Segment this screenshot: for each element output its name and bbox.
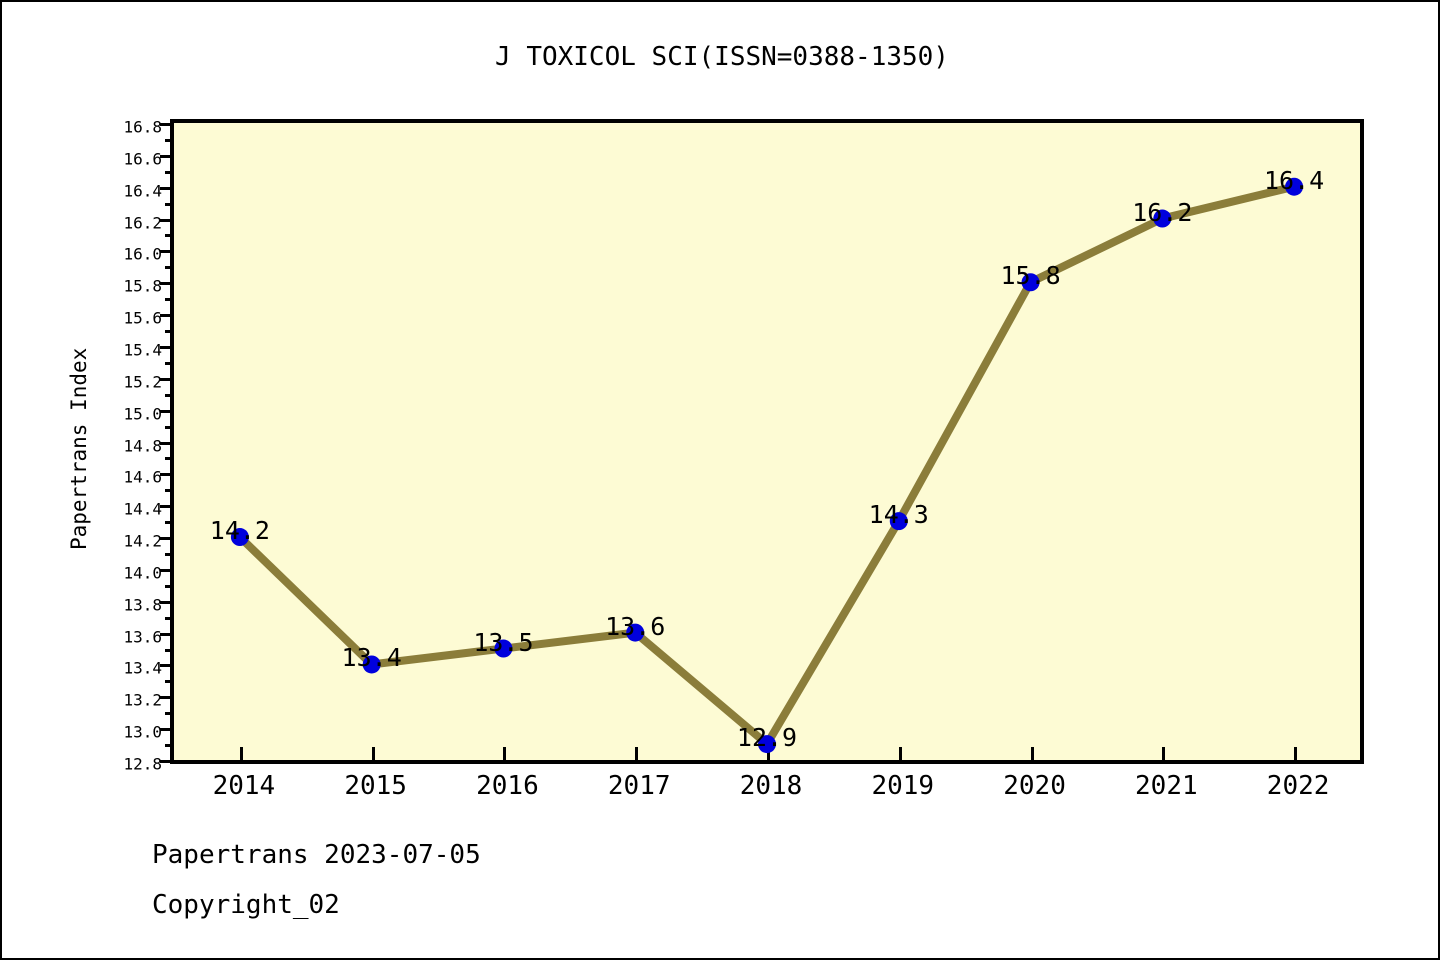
y-axis-tick-label: 15.8 [123, 276, 162, 296]
y-axis-tick-major [160, 377, 174, 381]
x-axis-tick-label: 2019 [871, 771, 935, 801]
y-axis-tick-label: 13.4 [123, 658, 162, 678]
x-axis-tick-label: 2021 [1135, 771, 1198, 801]
y-axis-tick-label: 13.6 [123, 627, 162, 647]
plot-inner: 14.2 13.4 13.5 13.6 12.9 14.3 15.8 16.2 16.4 [160, 123, 1360, 763]
y-axis-tick-minor [165, 680, 174, 684]
x-axis-tick [1294, 747, 1298, 760]
y-axis-tick-major [160, 218, 174, 222]
y-axis-tick-major [160, 409, 174, 413]
data-point-marker [1285, 177, 1304, 196]
y-axis-tick-minor [165, 266, 174, 270]
y-axis-tick-label: 15.2 [123, 372, 162, 392]
y-axis-tick-minor [165, 616, 174, 620]
y-axis-tick-minor [165, 425, 174, 429]
y-axis-tick-major [160, 600, 174, 604]
data-point-marker [758, 735, 776, 754]
y-axis-tick-major [160, 664, 174, 668]
y-axis-tick-label: 14.2 [123, 531, 162, 551]
y-axis-tick-major [160, 250, 174, 254]
series-layer [230, 177, 1304, 754]
y-axis-tick-minor [165, 648, 174, 652]
x-axis-tick [1162, 747, 1166, 760]
y-axis-tick-label: 16.0 [123, 244, 162, 264]
data-point-marker [230, 528, 249, 547]
x-axis-tick-label: 2020 [1003, 771, 1066, 801]
y-axis-tick-minor [165, 457, 174, 461]
y-axis-tick-minor [165, 744, 174, 748]
y-axis-tick-major [160, 505, 174, 509]
series-line [235, 182, 1299, 749]
y-axis-tick-label: 13.8 [123, 595, 162, 615]
data-point-marker [362, 655, 381, 674]
y-axis-tick-label: 13.0 [123, 722, 162, 742]
y-axis-tick-major [160, 186, 174, 190]
y-axis-tick-minor [165, 330, 174, 334]
footer-copyright-line: Copyright_02 [152, 890, 340, 920]
y-axis-tick-label: 16.6 [123, 149, 162, 169]
y-axis-tick-minor [165, 584, 174, 588]
y-axis-tick-label: 16.2 [123, 213, 162, 233]
data-point-marker [1021, 273, 1040, 292]
y-axis-tick-label: 16.8 [123, 117, 162, 137]
y-axis-tick-minor [165, 234, 174, 238]
y-axis-tick-label: 14.0 [123, 563, 162, 583]
footer-source-line: Papertrans 2023-07-05 [152, 840, 481, 870]
y-axis-tick-label: 15.0 [123, 404, 162, 424]
y-axis-tick-major [160, 632, 174, 636]
y-axis-tick-label: 15.4 [123, 340, 162, 360]
x-axis-tick [635, 747, 639, 760]
y-axis-tick-minor [165, 552, 174, 556]
x-axis-tick-label: 2016 [476, 771, 539, 801]
plot-area: 14.2 13.4 13.5 13.6 12.9 14.3 15.8 16.2 16.4 16.… [123, 118, 1364, 801]
x-axis-tick [767, 747, 770, 760]
y-axis-tick-major [160, 154, 174, 158]
y-axis-tick-major [160, 696, 174, 700]
x-axis-tick-label: 2014 [212, 771, 276, 801]
y-axis-tick-label: 13.2 [123, 690, 162, 710]
data-point-marker [626, 623, 645, 642]
y-axis-tick-major [160, 473, 174, 477]
y-axis-tick-major [160, 760, 174, 763]
data-point-marker [494, 639, 513, 658]
y-axis-tick-label: 14.4 [123, 499, 162, 519]
y-axis-tick-major [160, 537, 174, 541]
y-axis-tick-major [160, 728, 174, 732]
y-axis-tick-major [160, 441, 174, 445]
x-axis-tick-label: 2018 [739, 771, 803, 801]
y-axis-tick-minor [165, 138, 174, 142]
y-axis-tick-label: 16.4 [123, 181, 162, 201]
y-axis-tick-label: 12.8 [123, 754, 162, 774]
y-axis-tick-minor [165, 170, 174, 174]
y-axis-tick-minor [165, 298, 174, 302]
x-axis-tick [503, 747, 507, 760]
y-axis-tick-major [160, 123, 174, 126]
y-axis-title: Papertrans Index [67, 347, 91, 551]
x-axis-tick [239, 747, 243, 760]
data-point-marker [889, 512, 908, 531]
x-axis-tick [371, 747, 375, 760]
x-axis-tick [898, 747, 902, 760]
y-axis-tick-minor [165, 712, 174, 716]
x-axis-tick-label: 2015 [344, 771, 407, 801]
y-axis-tick-minor [165, 489, 174, 493]
y-axis-tick-minor [165, 361, 174, 365]
chart-title: J TOXICOL SCI(ISSN=0388-1350) [495, 42, 949, 72]
y-axis-tick-major [160, 282, 174, 286]
y-axis-tick-minor [165, 521, 174, 525]
data-point-marker [1153, 209, 1172, 228]
y-axis-tick-minor [165, 202, 174, 206]
y-axis-tick-major [160, 314, 174, 318]
y-axis-tick-label: 14.6 [123, 467, 162, 487]
x-axis-tick-label: 2017 [607, 771, 671, 801]
y-axis-tick-major [160, 345, 174, 349]
y-axis-tick-label: 15.6 [123, 308, 162, 328]
y-axis-tick-label: 14.8 [123, 436, 162, 455]
x-axis-tick-label: 2022 [1266, 771, 1330, 801]
x-axis-tick [1030, 747, 1034, 760]
y-axis-tick-minor [165, 393, 174, 397]
y-axis-tick-major [160, 568, 174, 572]
